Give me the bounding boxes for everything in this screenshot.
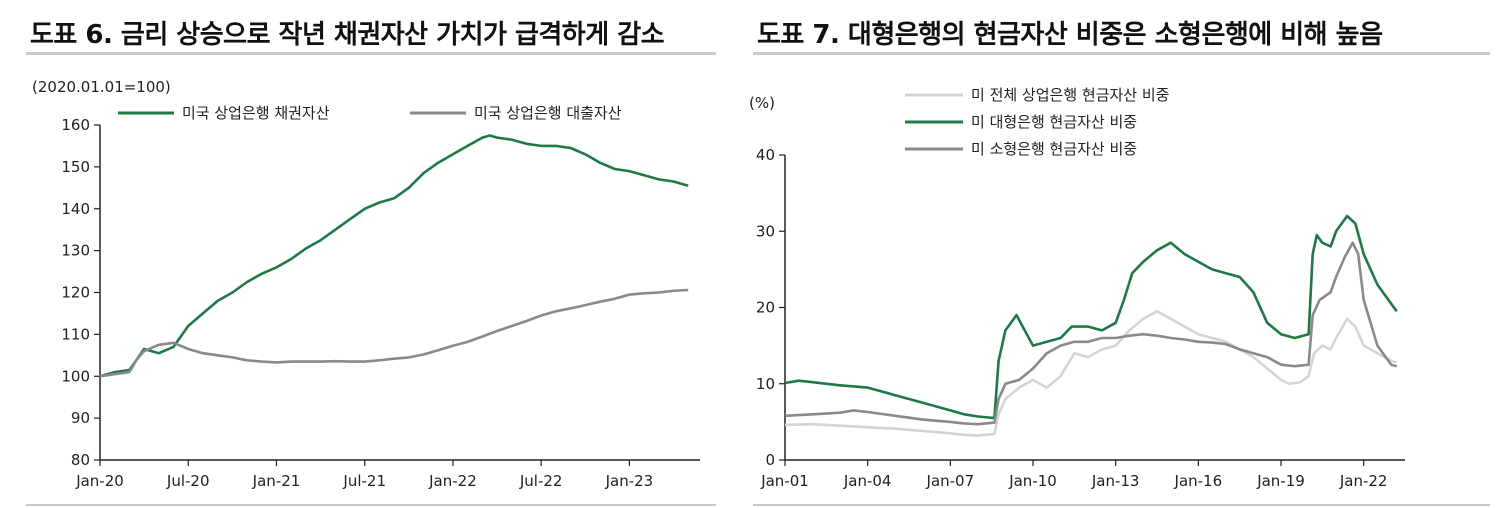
left-legend: 미국 상업은행 채권자산 미국 상업은행 대출자산 (118, 104, 622, 122)
left-x-tick-label: Jul-21 (342, 472, 386, 490)
left-legend-label: 미국 상업은행 대출자산 (474, 104, 622, 122)
right-title-rule (753, 52, 1490, 55)
left-y-tick-label: 130 (61, 242, 90, 260)
left-y-tick-label: 150 (61, 158, 90, 176)
left-bottom-rule (26, 504, 716, 506)
left-y-tick-label: 160 (61, 116, 90, 134)
right-series (784, 214, 1398, 437)
right-y-tick-label: 30 (756, 222, 775, 240)
left-x-axis: Jan-20 Jul-20 Jan-21 Jul-21 Jan-22 Jul-22 Jan-… (75, 459, 700, 490)
left-y-axis: 80 90 100 110 120 130 140 150 160 (61, 116, 101, 469)
left-unit-note: (2020.01.01=100) (32, 78, 171, 96)
right-legend-label: 미 전체 상업은행 현금자산 비중 (971, 86, 1169, 104)
right-series-line-1 (784, 310, 1398, 437)
left-x-tick-label: Jul-20 (166, 472, 210, 490)
left-y-tick-label: 120 (61, 284, 90, 302)
right-y-tick-label: 10 (756, 375, 775, 393)
right-y-axis: 0 10 20 30 40 (756, 146, 786, 469)
right-x-tick-label: Jan-01 (760, 472, 809, 490)
right-x-axis: Jan-01 Jan-04 Jan-07 Jan-10 Jan-13 Jan-16 Jan-… (760, 459, 1405, 490)
right-x-tick-label: Jan-13 (1091, 472, 1140, 490)
left-chart-panel: 도표 6. 금리 상승으로 작년 채권자산 가치가 급격하게 감소 (2020.… (0, 0, 730, 508)
left-x-tick-label: Jan-23 (605, 472, 654, 490)
left-chart: (2020.01.01=100) 미국 상업은행 채권자산 미국 상업은행 대출자… (32, 78, 700, 490)
right-chart: (%) 미 전체 상업은행 현금자산 비중미 대형은행 현금자산 비중미 소형은… (749, 86, 1405, 490)
left-chart-title: 도표 6. 금리 상승으로 작년 채권자산 가치가 급격하게 감소 (30, 20, 665, 50)
left-y-tick-label: 90 (71, 409, 90, 427)
right-x-tick-label: Jan-19 (1256, 472, 1305, 490)
right-series-line-3 (784, 241, 1398, 426)
right-series-line-2 (784, 214, 1398, 420)
left-series-line-1 (99, 134, 689, 378)
right-bottom-rule (753, 504, 1490, 506)
left-y-tick-label: 100 (61, 367, 90, 385)
right-legend-label: 미 소형은행 현금자산 비중 (971, 140, 1137, 158)
left-x-tick-label: Jan-20 (75, 472, 124, 490)
left-legend-label: 미국 상업은행 채권자산 (182, 104, 330, 122)
right-x-tick-label: Jan-04 (843, 472, 892, 490)
left-series-line-2 (99, 288, 689, 378)
right-x-tick-label: Jan-07 (926, 472, 975, 490)
right-y-tick-label: 40 (756, 146, 775, 164)
left-x-tick-label: Jul-22 (519, 472, 563, 490)
left-y-tick-label: 140 (61, 200, 90, 218)
left-title-rule (26, 52, 716, 55)
left-y-tick-label: 80 (71, 451, 90, 469)
right-x-tick-label: Jan-16 (1174, 472, 1223, 490)
left-series (99, 134, 689, 378)
right-legend: 미 전체 상업은행 현금자산 비중미 대형은행 현금자산 비중미 소형은행 현금… (905, 86, 1169, 158)
left-x-tick-label: Jan-21 (252, 472, 301, 490)
left-x-tick-label: Jan-22 (428, 472, 477, 490)
right-legend-label: 미 대형은행 현금자산 비중 (971, 113, 1137, 131)
right-y-tick-label: 20 (756, 299, 775, 317)
left-y-tick-label: 110 (61, 325, 90, 343)
right-x-tick-label: Jan-22 (1339, 472, 1388, 490)
right-y-tick-label: 0 (765, 451, 775, 469)
right-x-tick-label: Jan-10 (1008, 472, 1057, 490)
right-unit-note: (%) (749, 94, 775, 112)
right-chart-title: 도표 7. 대형은행의 현금자산 비중은 소형은행에 비해 높음 (757, 20, 1383, 50)
right-chart-panel: 도표 7. 대형은행의 현금자산 비중은 소형은행에 비해 높음 (%) 미 전… (745, 0, 1500, 508)
